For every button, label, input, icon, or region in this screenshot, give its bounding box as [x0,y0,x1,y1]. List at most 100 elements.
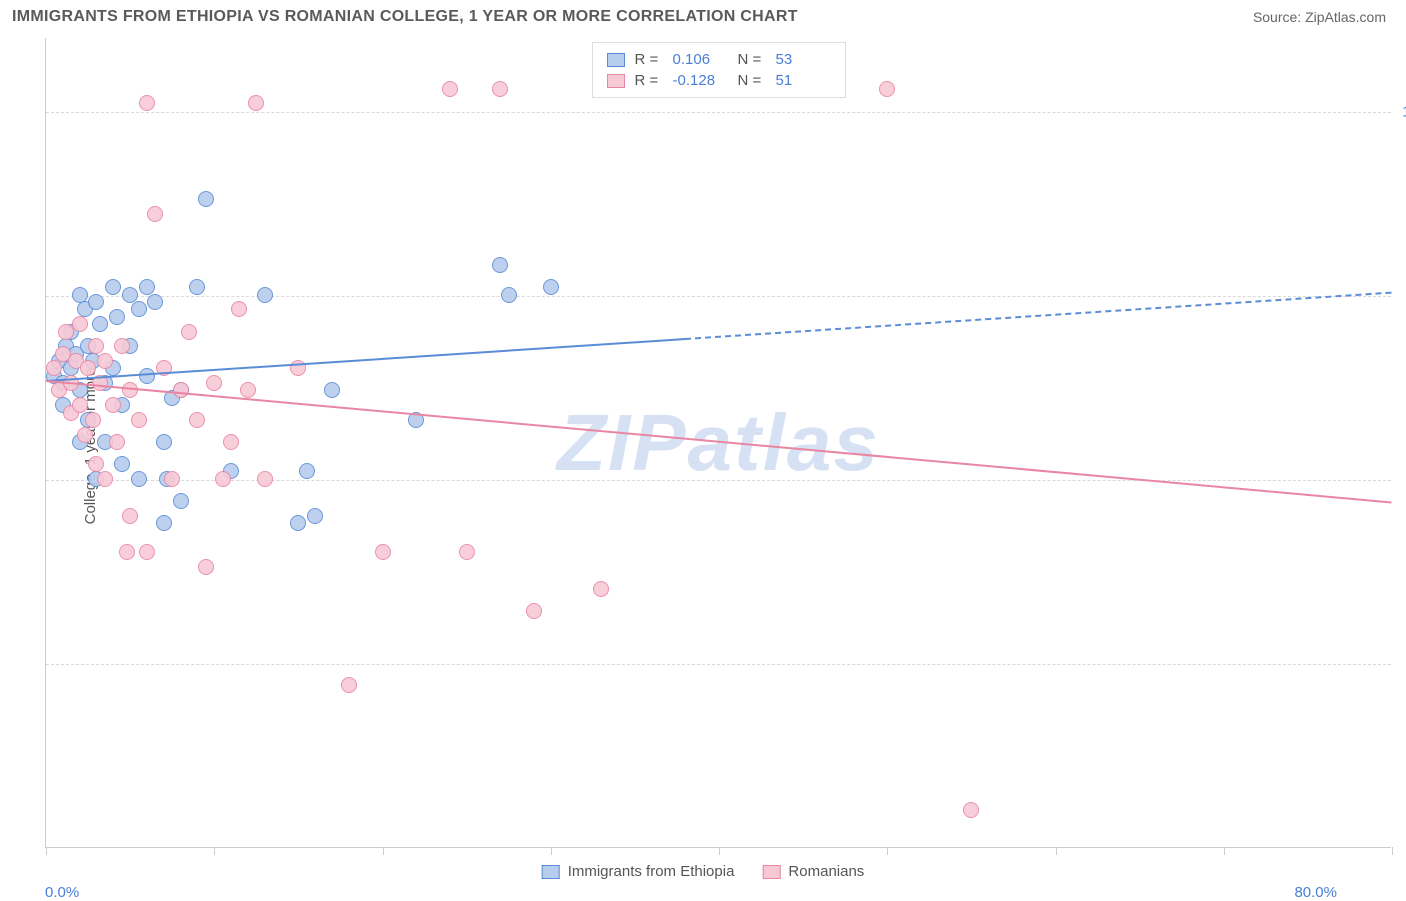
legend-swatch [542,865,560,879]
legend-label: Immigrants from Ethiopia [568,863,735,880]
data-point [198,559,214,575]
legend-r-value: 0.106 [673,51,728,68]
data-point [189,279,205,295]
data-point [459,544,475,560]
data-point [189,412,205,428]
scatter-chart: ZIPatlas R =0.106N =53R =-0.128N =51 25.… [45,38,1391,848]
data-point [88,338,104,354]
data-point [501,287,517,303]
x-tick [719,847,720,855]
data-point [324,382,340,398]
data-point [290,515,306,531]
legend-swatch [762,865,780,879]
data-point [147,206,163,222]
data-point [156,515,172,531]
data-point [156,434,172,450]
x-tick [1392,847,1393,855]
x-tick [383,847,384,855]
grid-line [46,112,1391,113]
data-point [139,544,155,560]
data-point [223,434,239,450]
data-point [198,191,214,207]
data-point [139,279,155,295]
correlation-legend: R =0.106N =53R =-0.128N =51 [592,42,846,98]
data-point [492,257,508,273]
data-point [97,471,113,487]
legend-item: Romanians [762,863,864,880]
data-point [72,316,88,332]
legend-item: Immigrants from Ethiopia [542,863,735,880]
legend-n-label: N = [738,51,766,68]
chart-title: IMMIGRANTS FROM ETHIOPIA VS ROMANIAN COL… [12,8,798,26]
data-point [257,287,273,303]
x-tick [214,847,215,855]
data-point [442,81,458,97]
data-point [131,412,147,428]
grid-line [46,664,1391,665]
data-point [92,316,108,332]
data-point [109,434,125,450]
data-point [119,544,135,560]
x-tick [551,847,552,855]
trend-line [685,292,1392,340]
data-point [72,397,88,413]
data-point [206,375,222,391]
data-point [593,581,609,597]
data-point [122,287,138,303]
data-point [85,412,101,428]
data-point [173,493,189,509]
data-point [122,508,138,524]
data-point [139,95,155,111]
data-point [181,324,197,340]
legend-r-label: R = [635,72,663,89]
data-point [231,301,247,317]
data-point [526,603,542,619]
data-point [341,677,357,693]
data-point [72,287,88,303]
grid-line [46,296,1391,297]
data-point [122,382,138,398]
data-point [307,508,323,524]
data-point [879,81,895,97]
legend-swatch [607,74,625,88]
data-point [215,471,231,487]
data-point [147,294,163,310]
legend-swatch [607,53,625,67]
series-legend: Immigrants from Ethiopia Romanians [542,863,865,880]
legend-row: R =-0.128N =51 [607,70,831,91]
data-point [88,456,104,472]
x-tick [1056,847,1057,855]
data-point [46,360,62,376]
data-point [963,802,979,818]
x-max-label: 80.0% [1294,884,1337,901]
legend-row: R =0.106N =53 [607,49,831,70]
legend-n-label: N = [738,72,766,89]
data-point [131,301,147,317]
data-point [131,471,147,487]
data-point [173,382,189,398]
data-point [492,81,508,97]
chart-header: IMMIGRANTS FROM ETHIOPIA VS ROMANIAN COL… [0,0,1406,30]
data-point [114,338,130,354]
data-point [105,397,121,413]
x-tick [887,847,888,855]
legend-label: Romanians [788,863,864,880]
legend-r-label: R = [635,51,663,68]
data-point [248,95,264,111]
y-tick-label: 100.0% [1402,103,1406,120]
data-point [257,471,273,487]
source-attribution: Source: ZipAtlas.com [1253,9,1386,25]
data-point [164,471,180,487]
data-point [114,456,130,472]
data-point [80,360,96,376]
trend-line [46,380,1392,503]
x-tick [46,847,47,855]
x-tick [1224,847,1225,855]
data-point [97,353,113,369]
legend-n-value: 51 [776,72,831,89]
data-point [105,279,121,295]
data-point [88,294,104,310]
data-point [77,427,93,443]
data-point [375,544,391,560]
data-point [240,382,256,398]
